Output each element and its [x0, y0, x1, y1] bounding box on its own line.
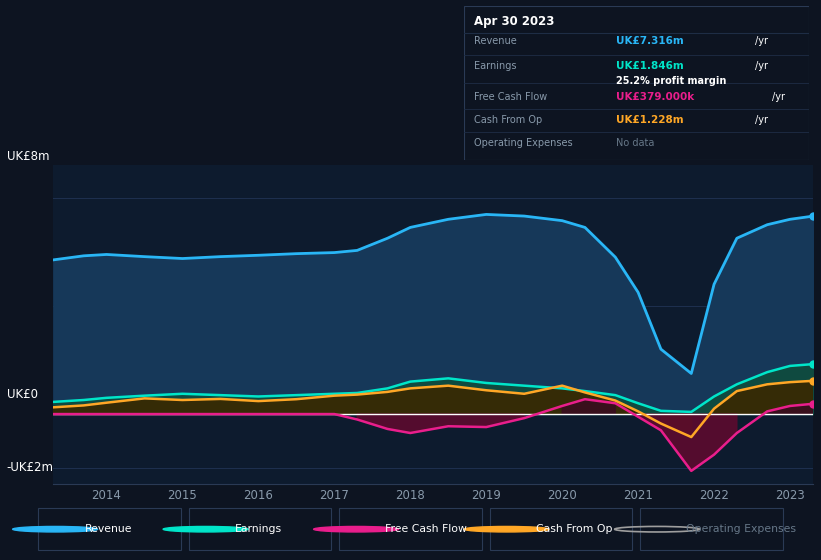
Text: -UK£2m: -UK£2m [7, 461, 53, 474]
Text: Earnings: Earnings [235, 524, 282, 534]
Text: UK£7.316m: UK£7.316m [616, 36, 683, 46]
Text: Free Cash Flow: Free Cash Flow [385, 524, 467, 534]
Text: Cash From Op: Cash From Op [475, 115, 543, 125]
Text: 25.2% profit margin: 25.2% profit margin [616, 77, 726, 86]
Text: UK£0: UK£0 [7, 388, 38, 402]
Text: Free Cash Flow: Free Cash Flow [475, 92, 548, 102]
Text: Revenue: Revenue [475, 36, 517, 46]
Text: Revenue: Revenue [85, 524, 132, 534]
Text: /yr: /yr [755, 36, 768, 46]
Circle shape [314, 526, 398, 532]
Text: UK£379.000k: UK£379.000k [616, 92, 694, 102]
Text: /yr: /yr [755, 61, 768, 71]
Circle shape [12, 526, 98, 532]
Text: Operating Expenses: Operating Expenses [475, 138, 573, 148]
Text: /yr: /yr [755, 115, 768, 125]
Text: Cash From Op: Cash From Op [536, 524, 612, 534]
Text: /yr: /yr [773, 92, 786, 102]
Text: Apr 30 2023: Apr 30 2023 [475, 15, 554, 28]
Text: UK£1.846m: UK£1.846m [616, 61, 683, 71]
Text: Earnings: Earnings [475, 61, 516, 71]
Circle shape [464, 526, 549, 532]
Text: No data: No data [616, 138, 654, 148]
Circle shape [163, 526, 248, 532]
Text: UK£8m: UK£8m [7, 150, 49, 164]
Text: Operating Expenses: Operating Expenses [686, 524, 796, 534]
Text: UK£1.228m: UK£1.228m [616, 115, 683, 125]
